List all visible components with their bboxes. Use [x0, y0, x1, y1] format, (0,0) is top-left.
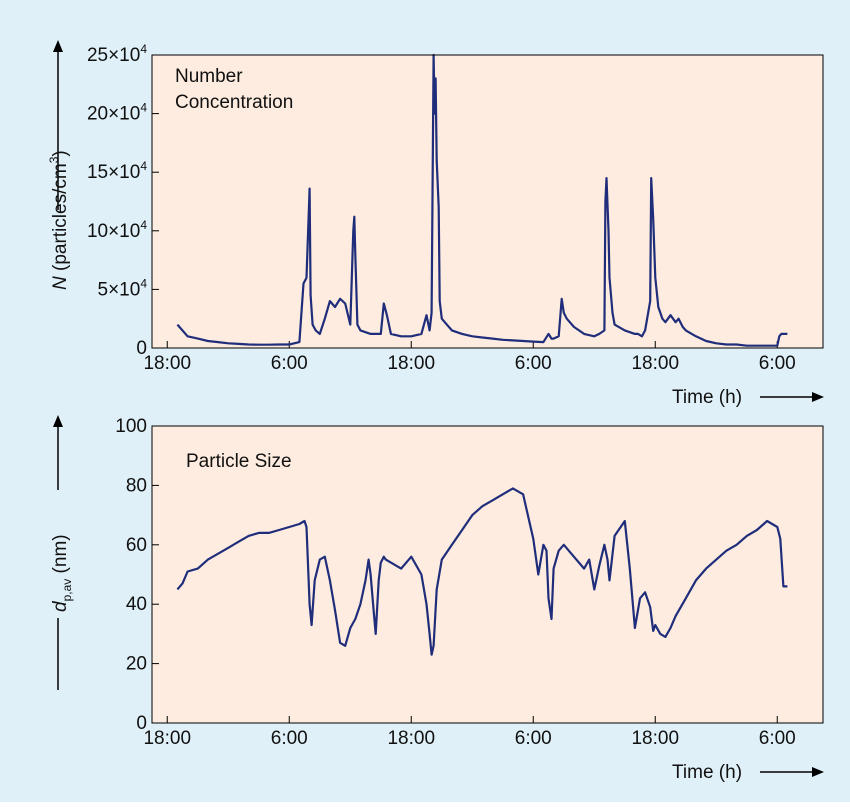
y-axis-title: N (particles/cm3) — [47, 40, 71, 290]
x-tick-label: 18:00 — [631, 728, 679, 749]
y-tick-label: 0 — [136, 713, 147, 734]
plot-frame — [151, 54, 824, 349]
number-concentration-annotation-line2: Concentration — [175, 92, 293, 113]
x-tick-label: 6:00 — [515, 728, 552, 749]
x-tick-label: 6:00 — [515, 353, 552, 374]
y-tick-labels: 0 20 40 60 80 100 — [115, 416, 147, 734]
x-tick-label: 6:00 — [759, 728, 796, 749]
x-tick-label: 6:00 — [271, 353, 308, 374]
y-axis-label: N (particles/cm3) — [47, 150, 71, 290]
number-concentration-chart: 0 5×104 10×104 15×104 20×104 25×104 18:00 6:00… — [47, 40, 824, 408]
y-tick-label: 40 — [126, 594, 147, 615]
number-concentration-annotation: Number — [175, 66, 243, 87]
particle-size-chart: 0 20 40 60 80 100 18:00 6:00 18:00 6:00 18:00 6:00… — [50, 415, 824, 783]
x-axis-title: Time (h) — [672, 762, 824, 783]
plot-area — [151, 425, 824, 724]
x-tick-label: 18:00 — [143, 728, 191, 749]
x-tick-label: 6:00 — [271, 728, 308, 749]
y-tick-label: 20×104 — [87, 101, 147, 125]
x-axis-label: Time (h) — [672, 387, 742, 408]
x-tick-label: 18:00 — [387, 728, 435, 749]
y-tick-label: 20 — [126, 654, 147, 675]
x-axis-label: Time (h) — [672, 762, 742, 783]
plot-area — [151, 54, 824, 349]
x-axis-title: Time (h) — [672, 387, 824, 408]
y-tick-label: 5×104 — [98, 276, 148, 300]
y-tick-label: 80 — [126, 475, 147, 496]
y-axis-label: dp,av (nm) — [50, 534, 74, 612]
x-tick-label: 6:00 — [759, 353, 796, 374]
x-tick-labels: 18:00 6:00 18:00 6:00 18:00 6:00 — [143, 728, 795, 749]
x-tick-label: 18:00 — [387, 353, 435, 374]
x-tick-labels: 18:00 6:00 18:00 6:00 18:00 6:00 — [143, 353, 795, 374]
y-axis-arrow-head — [53, 40, 63, 52]
y-tick-label: 10×104 — [87, 218, 147, 242]
y-axis-title: dp,av (nm) — [50, 415, 74, 690]
series-line — [176, 53, 788, 347]
particle-size-annotation: Particle Size — [186, 451, 292, 472]
y-tick-label: 60 — [126, 535, 147, 556]
y-tick-label: 100 — [115, 416, 147, 437]
y-tick-label: 15×104 — [87, 159, 147, 183]
y-axis-arrow-head — [53, 415, 63, 427]
x-axis-arrow-head — [812, 767, 824, 777]
x-tick-label: 18:00 — [143, 353, 191, 374]
y-tick-label: 25×104 — [87, 42, 147, 66]
x-tick-label: 18:00 — [631, 353, 679, 374]
y-tick-label: 0 — [136, 338, 147, 359]
y-tick-labels: 0 5×104 10×104 15×104 20×104 25×104 — [87, 42, 147, 359]
series-line — [176, 487, 788, 656]
x-axis-arrow-head — [812, 392, 824, 402]
plot-frame — [151, 425, 824, 724]
